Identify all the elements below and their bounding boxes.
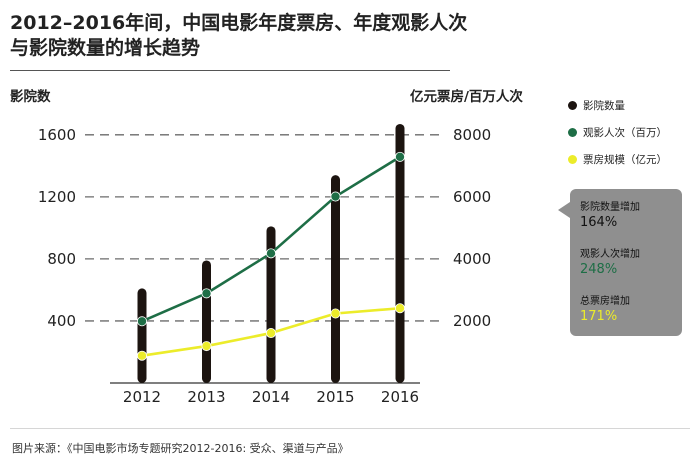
x-tick-label: 2015 [316, 388, 354, 406]
y-right-tick-label: 6000 [453, 188, 491, 206]
series-point [330, 308, 341, 319]
legend-swatch [568, 155, 577, 164]
y-left-tick-label: 1200 [38, 188, 76, 206]
stat-boxoffice: 总票房增加 171% [580, 295, 630, 325]
y-right-tick-label: 2000 [453, 312, 491, 330]
series-point [265, 328, 276, 339]
y-left-tick-label: 1600 [38, 126, 76, 144]
source-note: 图片来源：《中国电影市场专题研究2012-2016: 受众、渠道与产品》 [12, 442, 349, 455]
stat-label: 影院数量增加 [580, 202, 640, 213]
x-tick-label: 2012 [123, 388, 161, 406]
y-left-axis-label: 影院数 [10, 88, 51, 105]
stat-value: 248% [580, 262, 618, 277]
callout-pointer [558, 202, 570, 218]
x-tick-label: 2016 [381, 388, 419, 406]
bar-cinemas [137, 288, 147, 383]
series-point [201, 341, 212, 352]
y-right-tick-label: 8000 [453, 126, 491, 144]
legend-item: 影院数量 [568, 92, 667, 119]
stat-label: 观影人次增加 [580, 249, 640, 260]
series-point [265, 248, 276, 259]
growth-callout: 影院数量增加 164% 观影人次增加 248% 总票房增加 171% [570, 189, 682, 336]
legend-label: 影院数量 [583, 100, 625, 112]
stat-value: 171% [580, 309, 618, 324]
legend-label: 票房规模（亿元） [583, 154, 667, 166]
legend-item: 票房规模（亿元） [568, 146, 667, 173]
stat-value: 164% [580, 215, 618, 230]
y-left-tick-label: 800 [47, 250, 76, 268]
legend-item: 观影人次（百万） [568, 119, 667, 146]
y-right-tick-label: 4000 [453, 250, 491, 268]
chart-title: 2012–2016年间，中国电影年度票房、年度观影人次 与影院数量的增长趋势 [10, 11, 470, 61]
series-point [136, 316, 147, 327]
series-point [394, 151, 405, 162]
bar-cinemas [331, 175, 340, 383]
chart-title-line2: 与影院数量的增长趋势 [10, 37, 201, 59]
stat-label: 总票房增加 [580, 296, 630, 307]
legend: 影院数量观影人次（百万） 票房规模（亿元） [568, 92, 667, 173]
y-left-tick-label: 400 [47, 312, 76, 330]
series-point [136, 350, 147, 361]
legend-swatch [568, 101, 577, 110]
x-tick-label: 2014 [252, 388, 290, 406]
legend-swatch [568, 128, 577, 137]
stat-admissions: 观影人次增加 248% [580, 248, 640, 278]
y-right-axis-label: 亿元票房/百万人次 [410, 88, 523, 105]
title-divider [10, 70, 450, 71]
source-divider [10, 428, 690, 429]
series-point [330, 191, 341, 202]
series-point [394, 303, 405, 314]
series-point [201, 288, 212, 299]
bar-cinemas [202, 260, 211, 383]
bar-cinemas [395, 123, 405, 383]
x-tick-label: 2013 [187, 388, 225, 406]
bar-cinemas [266, 226, 276, 383]
stat-cinemas: 影院数量增加 164% [580, 201, 640, 231]
chart-title-line1: 2012–2016年间，中国电影年度票房、年度观影人次 [10, 12, 468, 34]
legend-label: 观影人次（百万） [583, 127, 667, 139]
